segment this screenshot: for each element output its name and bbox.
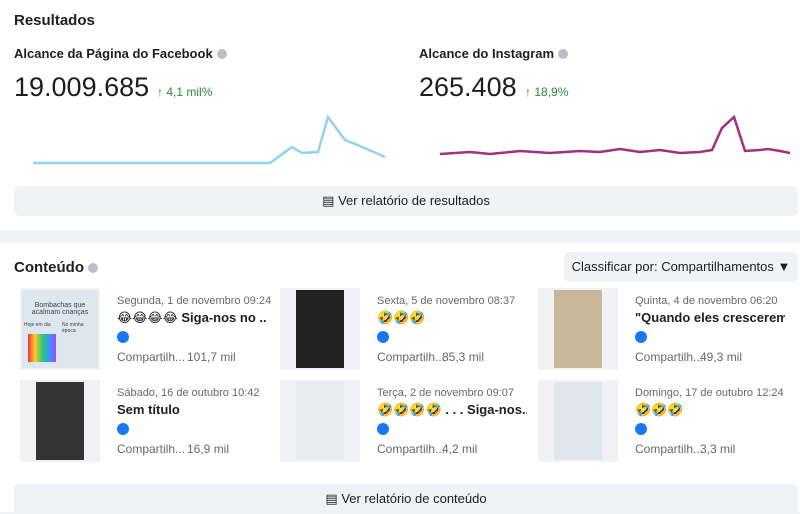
facebook-icon	[117, 423, 129, 435]
thumbnail-text: Hoje em dia	[24, 322, 51, 328]
metric-change: ↑ 4,1 mil%	[157, 85, 213, 99]
thumbnail-image	[296, 382, 344, 460]
thumbnail-image	[554, 382, 602, 460]
info-icon	[558, 49, 569, 59]
post-thumbnail: Bombachas que acalmam crianças Hoje em di…	[20, 288, 100, 370]
content-title: Conteúdo	[14, 259, 98, 276]
metric-label-text: Alcance do Instagram	[419, 46, 555, 61]
post-date: Terça, 2 de novembro 09:07	[377, 387, 514, 399]
content-card: Conteúdo Classificar por: Compartilhamen…	[0, 243, 800, 514]
share-label: Compartilh...	[635, 442, 704, 456]
metric-label: Alcance da Página do Facebook	[14, 46, 227, 61]
facebook-sparkline	[33, 114, 386, 165]
thumbnail-text: Bombachas que acalmam crianças	[31, 302, 89, 316]
button-text: Ver relatório de conteúdo	[341, 491, 487, 506]
post-thumbnail	[538, 380, 618, 462]
share-label: Compartilh...	[635, 350, 704, 364]
share-label: Compartilh...	[377, 442, 446, 456]
post-date: Sexta, 5 de novembro 08:37	[377, 295, 516, 307]
metric-change-text: 18,9%	[534, 85, 569, 99]
thumbnail-text: No minha época	[62, 322, 84, 334]
post-thumbnail	[280, 380, 360, 462]
facebook-icon	[635, 423, 647, 435]
share-count: 3,3 mil	[700, 442, 736, 456]
post-date: Sábado, 16 de outubro 10:42	[117, 387, 260, 399]
post-text: Sem título	[117, 402, 180, 417]
thumbnail-image	[554, 290, 602, 368]
results-report-button[interactable]: ▤ Ver relatório de resultados	[14, 186, 798, 216]
thumbnail-image	[296, 290, 344, 368]
metric-label-text: Alcance da Página do Facebook	[14, 46, 213, 61]
results-card: Resultados Alcance da Página do Facebook…	[0, 0, 800, 230]
share-count: 85,3 mil	[442, 350, 485, 364]
post-text: 🤣🤣🤣	[377, 310, 426, 325]
sort-text: Classificar por: Compartilhamentos	[571, 259, 774, 274]
facebook-icon	[377, 331, 389, 343]
metric-value: 265.408	[419, 72, 517, 102]
metric-change-text: 4,1 mil%	[166, 85, 213, 99]
share-label: Compartilh...	[117, 350, 186, 364]
post-text: 😂😂😂😂 Siga-nos no ...	[117, 310, 267, 325]
info-icon	[87, 263, 98, 273]
share-count: 101,7 mil	[187, 350, 236, 364]
post-text: "Quando eles crescerem ...	[635, 310, 785, 325]
facebook-icon	[377, 423, 389, 435]
info-icon	[216, 49, 227, 59]
post-date: Segunda, 1 de novembro 09:24	[117, 295, 272, 307]
facebook-icon	[117, 331, 129, 343]
post-thumbnail	[20, 380, 100, 462]
post-text: 🤣🤣🤣	[635, 402, 684, 417]
post-thumbnail	[280, 288, 360, 370]
results-title: Resultados	[14, 12, 95, 29]
post-text: 🤣🤣🤣🤣 . . . Siga-nos...	[377, 402, 527, 417]
instagram-sparkline	[439, 114, 791, 156]
content-report-button[interactable]: ▤ Ver relatório de conteúdo	[14, 484, 798, 514]
sort-dropdown[interactable]: Classificar por: Compartilhamentos ▼	[564, 252, 798, 282]
share-label: Compartilh...	[117, 442, 186, 456]
metric-change: ↑ 18,9%	[525, 85, 569, 99]
share-count: 49,3 mil	[700, 350, 743, 364]
sparklines	[33, 114, 791, 165]
thumbnail-shape	[28, 334, 56, 362]
post-date: Quinta, 4 de novembro 06:20	[635, 295, 778, 307]
thumbnail-image	[36, 382, 84, 460]
content-title-text: Conteúdo	[14, 259, 84, 276]
share-count: 4,2 mil	[442, 442, 478, 456]
share-count: 16,9 mil	[187, 442, 230, 456]
post-date: Domingo, 17 de outubro 12:24	[635, 387, 784, 399]
facebook-icon	[635, 331, 647, 343]
metric-value: 19.009.685	[14, 72, 150, 102]
thumbnail-image: Bombachas que acalmam crianças Hoje em di…	[22, 290, 98, 368]
button-text: Ver relatório de resultados	[338, 193, 490, 208]
metric-label: Alcance do Instagram	[419, 46, 569, 61]
post-thumbnail	[538, 288, 618, 370]
share-label: Compartilh...	[377, 350, 446, 364]
